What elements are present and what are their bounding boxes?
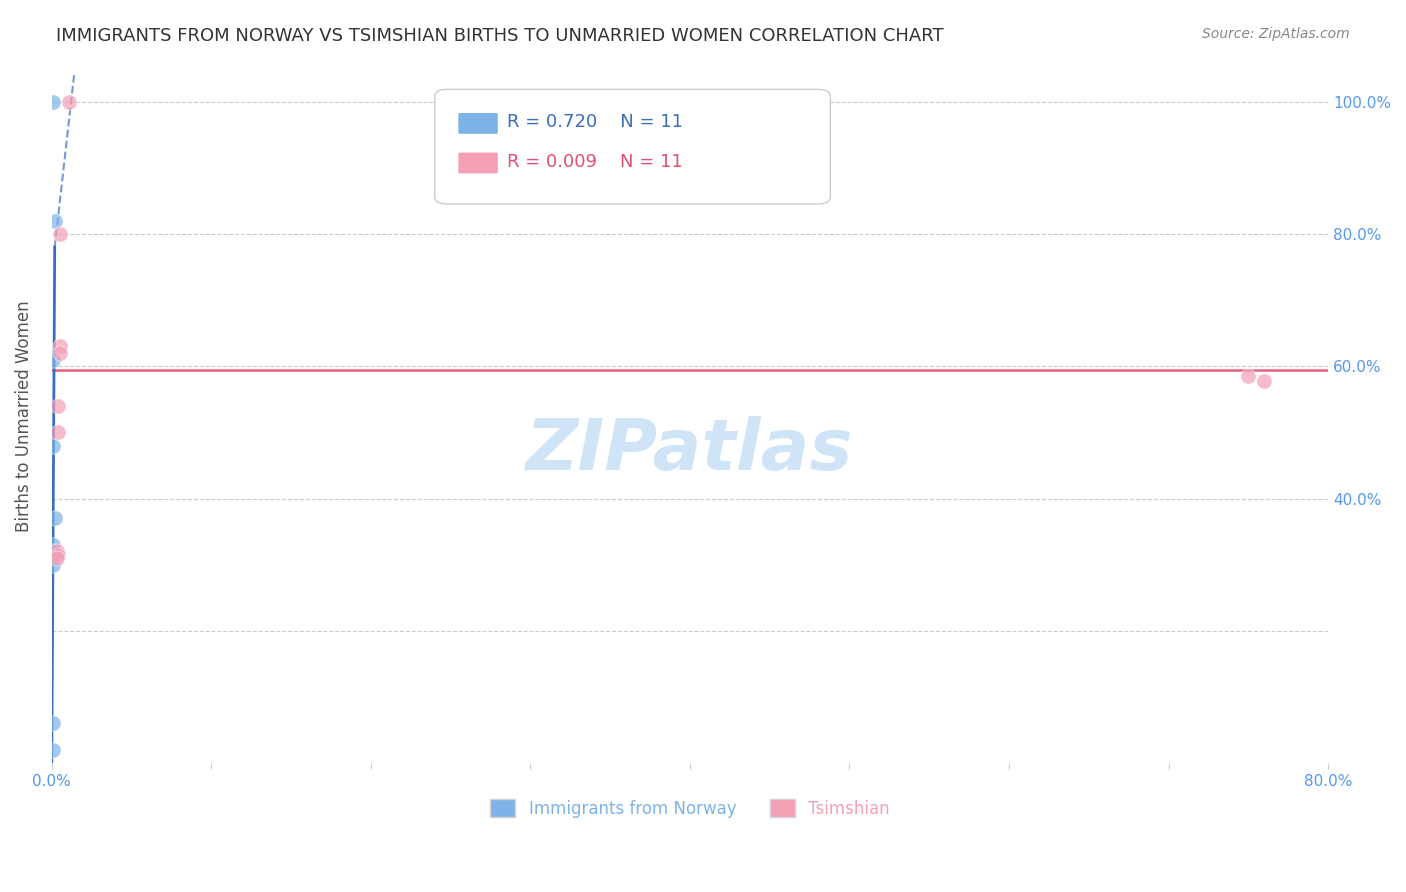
Point — [46, 399, 69, 413]
Point — [1237, 369, 1260, 384]
Point — [42, 538, 65, 552]
Text: ZIPatlas: ZIPatlas — [526, 416, 853, 485]
Text: R = 0.009    N = 11: R = 0.009 N = 11 — [508, 153, 683, 170]
Point — [45, 544, 67, 558]
Point — [42, 95, 65, 109]
Text: R = 0.720    N = 11: R = 0.720 N = 11 — [508, 113, 683, 131]
Point — [46, 425, 69, 440]
Point — [42, 439, 65, 453]
FancyBboxPatch shape — [434, 89, 831, 204]
Point — [42, 352, 65, 367]
Text: IMMIGRANTS FROM NORWAY VS TSIMSHIAN BIRTHS TO UNMARRIED WOMEN CORRELATION CHART: IMMIGRANTS FROM NORWAY VS TSIMSHIAN BIRT… — [56, 27, 943, 45]
Point — [58, 95, 80, 109]
Point — [48, 227, 70, 241]
FancyBboxPatch shape — [457, 112, 499, 135]
Point — [46, 548, 69, 562]
Point — [42, 551, 65, 566]
Point — [42, 558, 65, 572]
Legend: Immigrants from Norway, Tsimshian: Immigrants from Norway, Tsimshian — [484, 793, 896, 824]
Point — [1253, 375, 1275, 389]
FancyBboxPatch shape — [457, 152, 499, 174]
Point — [42, 716, 65, 731]
Point — [48, 346, 70, 360]
Point — [44, 213, 66, 227]
Point — [45, 551, 67, 566]
Text: Source: ZipAtlas.com: Source: ZipAtlas.com — [1202, 27, 1350, 41]
Point — [44, 511, 66, 525]
Y-axis label: Births to Unmarried Women: Births to Unmarried Women — [15, 300, 32, 532]
Point — [48, 339, 70, 353]
Point — [42, 743, 65, 757]
Point — [42, 544, 65, 558]
